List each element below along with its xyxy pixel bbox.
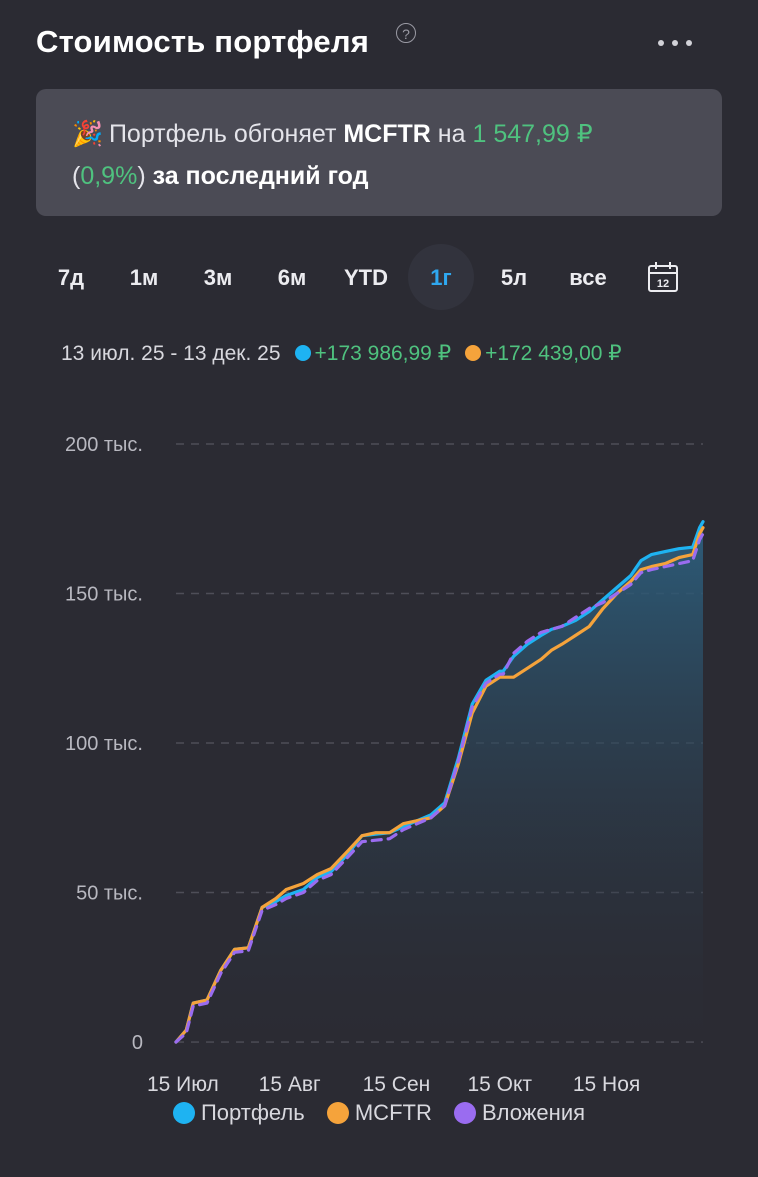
legend-contributions-dot: [453, 1102, 476, 1124]
period-5y[interactable]: 5л: [500, 265, 528, 290]
y-tick-label: 200 тыс.: [65, 434, 143, 456]
banner-percent: 0,9%: [80, 162, 138, 190]
date-range: 13 июл. 25 - 13 дек. 25: [61, 342, 281, 365]
banner-paren-open: (: [72, 162, 81, 190]
chart-legend: Портфель MCFTR Вложения: [0, 1100, 758, 1126]
mcftr-dot: [465, 345, 482, 361]
comparison-banner: 🎉 Портфель обгоняет MCFTR на 1 547,99 ₽ …: [36, 89, 722, 216]
mcftr-change: +172 439,00 ₽: [485, 342, 622, 365]
calendar-icon[interactable]: 12: [647, 261, 679, 293]
period-1m[interactable]: 1м: [129, 265, 159, 290]
mcftr-line: [174, 526, 705, 1044]
y-tick-label: 50 тыс.: [76, 883, 143, 905]
banner-index: MCFTR: [343, 120, 431, 148]
contributions-line: [174, 532, 705, 1044]
legend-mcftr-label: MCFTR: [354, 1100, 432, 1125]
legend-item-mcftr[interactable]: MCFTR: [326, 1100, 432, 1126]
portfolio-area: [176, 521, 703, 1042]
legend-portfolio-dot: [172, 1102, 195, 1124]
period-all[interactable]: все: [569, 265, 607, 290]
portfolio-dot: [294, 345, 311, 361]
active-period-highlight: [408, 244, 474, 310]
legend-portfolio-label: Портфель: [200, 1100, 305, 1125]
x-tick-label: 15 Сен: [363, 1073, 431, 1096]
legend-contributions-label: Вложения: [481, 1100, 586, 1125]
legend-item-contributions[interactable]: Вложения: [453, 1100, 586, 1126]
widget-header: Стоимость портфеля ?: [36, 18, 722, 68]
legend-item-portfolio[interactable]: Портфель: [172, 1100, 305, 1126]
banner-tail: за последний год: [152, 162, 369, 190]
banner-amount: 1 547,99 ₽: [472, 120, 593, 148]
x-tick-label: 15 Окт: [467, 1073, 532, 1096]
portfolio-chart[interactable]: 0 50 тыс. 100 тыс. 150 тыс. 200 тыс. 15 Июл 15…: [0, 410, 758, 1100]
period-summary: 13 июл. 25 - 13 дек. 25 +173 986,99 ₽ +172…: [61, 341, 622, 375]
period-7d[interactable]: 7д: [57, 265, 85, 290]
period-1y[interactable]: 1г: [430, 265, 452, 290]
period-ytd[interactable]: YTD: [344, 265, 388, 290]
portfolio-change: +173 986,99 ₽: [314, 342, 452, 365]
banner-paren-close: ): [137, 162, 146, 190]
period-3m[interactable]: 3м: [203, 265, 233, 290]
widget-title: Стоимость портфеля: [36, 24, 370, 59]
y-tick-label: 100 тыс.: [65, 733, 143, 755]
banner-text-before: Портфель обгоняет: [108, 120, 337, 148]
x-tick-label: 15 Авг: [259, 1073, 321, 1096]
y-tick-label: 150 тыс.: [65, 584, 143, 606]
x-tick-label: 15 Ноя: [573, 1073, 640, 1096]
period-6m[interactable]: 6м: [277, 265, 307, 290]
period-selector: 7д 1м 3м 6м YTD 1г 5л все 12: [36, 244, 722, 310]
banner-text-on: на: [437, 120, 466, 148]
more-options-icon[interactable]: [658, 32, 692, 52]
calendar-day: 12: [657, 278, 669, 290]
party-icon: 🎉: [72, 120, 104, 148]
y-tick-label: 0: [132, 1032, 143, 1054]
x-tick-label: 15 Июл: [147, 1073, 219, 1096]
legend-mcftr-dot: [326, 1102, 349, 1124]
help-icon[interactable]: ?: [396, 23, 416, 43]
